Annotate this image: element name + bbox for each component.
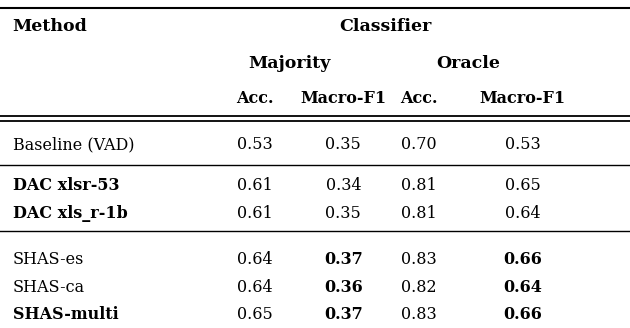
Text: 0.65: 0.65 (505, 177, 541, 194)
Text: 0.35: 0.35 (326, 205, 361, 222)
Text: 0.37: 0.37 (324, 306, 363, 323)
Text: Macro-F1: Macro-F1 (480, 90, 566, 107)
Text: DAC xlsr-53: DAC xlsr-53 (13, 177, 119, 194)
Text: Majority: Majority (249, 55, 331, 72)
Text: 0.61: 0.61 (238, 177, 273, 194)
Text: Macro-F1: Macro-F1 (301, 90, 386, 107)
Text: 0.64: 0.64 (505, 205, 541, 222)
Text: Acc.: Acc. (400, 90, 438, 107)
Text: SHAS-ca: SHAS-ca (13, 278, 84, 296)
Text: 0.64: 0.64 (238, 251, 273, 268)
Text: Method: Method (13, 18, 88, 35)
Text: 0.66: 0.66 (503, 306, 542, 323)
Text: 0.37: 0.37 (324, 251, 363, 268)
Text: Baseline (VAD): Baseline (VAD) (13, 136, 134, 154)
Text: Acc.: Acc. (236, 90, 274, 107)
Text: 0.81: 0.81 (401, 205, 437, 222)
Text: 0.36: 0.36 (324, 278, 363, 296)
Text: 0.81: 0.81 (401, 177, 437, 194)
Text: 0.34: 0.34 (326, 177, 361, 194)
Text: SHAS-es: SHAS-es (13, 251, 84, 268)
Text: 0.83: 0.83 (401, 306, 437, 323)
Text: 0.53: 0.53 (238, 136, 273, 154)
Text: 0.53: 0.53 (505, 136, 541, 154)
Text: DAC xls_r-1b: DAC xls_r-1b (13, 205, 127, 222)
Text: 0.82: 0.82 (401, 278, 437, 296)
Text: Classifier: Classifier (340, 18, 432, 35)
Text: 0.83: 0.83 (401, 251, 437, 268)
Text: 0.64: 0.64 (503, 278, 542, 296)
Text: Oracle: Oracle (436, 55, 500, 72)
Text: SHAS-multi: SHAS-multi (13, 306, 118, 323)
Text: 0.35: 0.35 (326, 136, 361, 154)
Text: 0.64: 0.64 (238, 278, 273, 296)
Text: 0.65: 0.65 (238, 306, 273, 323)
Text: 0.70: 0.70 (401, 136, 437, 154)
Text: 0.66: 0.66 (503, 251, 542, 268)
Text: 0.61: 0.61 (238, 205, 273, 222)
